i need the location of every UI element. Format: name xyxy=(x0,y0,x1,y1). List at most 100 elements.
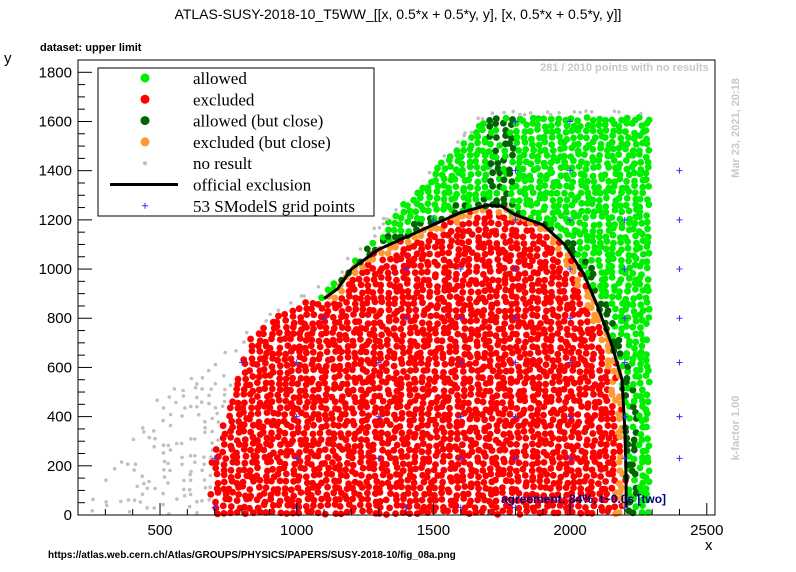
excluded-point xyxy=(446,242,454,250)
no_result-point xyxy=(145,506,149,510)
excluded-point xyxy=(459,472,467,480)
excluded-point xyxy=(542,392,549,400)
excluded-point xyxy=(314,488,322,496)
excluded-point xyxy=(468,366,476,374)
excluded-point xyxy=(467,326,475,333)
excluded-point xyxy=(310,471,318,479)
allowed_close-point xyxy=(508,134,515,142)
excluded-point xyxy=(465,245,473,253)
excluded-point xyxy=(301,320,308,328)
allowed-point xyxy=(570,122,578,130)
allowed-point xyxy=(493,189,501,197)
excluded-point xyxy=(377,281,385,289)
excluded-point xyxy=(434,394,442,401)
smodels-grid-point xyxy=(375,359,382,366)
no_result-point xyxy=(174,400,178,405)
excluded-point xyxy=(411,458,419,466)
excluded-point xyxy=(473,480,481,487)
excluded-point xyxy=(547,318,555,326)
excluded-point xyxy=(495,337,503,345)
excluded-point xyxy=(390,325,398,332)
allowed-point xyxy=(502,152,509,160)
excluded-point xyxy=(294,380,302,388)
allowed-point xyxy=(638,219,646,227)
excluded-point xyxy=(493,399,501,407)
scatter-points-layer xyxy=(90,109,653,518)
no_result-point xyxy=(206,368,211,373)
excluded-point xyxy=(315,411,322,418)
no_result-point xyxy=(220,404,225,409)
allowed-point xyxy=(625,251,633,259)
excluded-point xyxy=(420,455,427,463)
excluded-point xyxy=(318,495,325,503)
excluded-point xyxy=(321,510,329,518)
excluded-point xyxy=(589,325,596,333)
allowed-point xyxy=(574,117,581,125)
allowed-point xyxy=(631,345,638,352)
allowed-point xyxy=(630,135,638,143)
excluded-point xyxy=(284,501,292,509)
excluded-point xyxy=(398,288,406,295)
excluded-point xyxy=(349,484,356,492)
excluded-point xyxy=(461,250,469,258)
excluded-point xyxy=(336,461,343,469)
excluded-point xyxy=(482,406,490,414)
excluded-point xyxy=(527,404,535,412)
excluded-point xyxy=(362,348,370,356)
no_result-point xyxy=(340,270,345,274)
excluded-point xyxy=(537,483,544,491)
excluded-point xyxy=(434,411,442,419)
excluded-point xyxy=(438,314,446,321)
no_result-point xyxy=(202,462,206,467)
allowed-point xyxy=(547,165,554,173)
allowed-point xyxy=(637,431,645,438)
excluded-point xyxy=(335,477,343,485)
excluded-point xyxy=(455,226,462,234)
excluded-point xyxy=(413,502,421,510)
allowed-point xyxy=(609,293,616,301)
excluded-point xyxy=(555,478,563,486)
allowed-point xyxy=(643,264,651,272)
allowed-point xyxy=(596,152,603,159)
excluded-point xyxy=(439,445,447,453)
excluded-point xyxy=(375,485,383,492)
excluded-point xyxy=(540,492,548,500)
excluded-point xyxy=(329,447,337,455)
excluded-point xyxy=(547,430,555,437)
excluded-point xyxy=(281,436,288,444)
excluded-point xyxy=(496,417,504,425)
excluded-point xyxy=(481,318,489,326)
excluded-point xyxy=(372,404,380,412)
excluded-point xyxy=(261,372,269,379)
excluded-point xyxy=(283,361,291,369)
excluded-point xyxy=(343,380,351,388)
excluded-point xyxy=(454,484,462,492)
excluded-point xyxy=(480,363,488,371)
legend-label-excluded_close: excluded (but close) xyxy=(193,133,331,152)
allowed_close-point xyxy=(623,375,631,382)
excluded-point xyxy=(522,460,529,468)
allowed-point xyxy=(465,176,472,184)
allowed-point xyxy=(643,336,651,344)
excluded-point xyxy=(393,342,401,350)
allowed-point xyxy=(632,330,640,338)
excluded-point xyxy=(248,347,256,355)
allowed-point xyxy=(578,177,585,185)
excluded-point xyxy=(595,323,603,331)
allowed-point xyxy=(637,348,645,356)
excluded-point xyxy=(384,403,391,411)
no_result-point xyxy=(147,435,152,440)
allowed-point xyxy=(473,163,481,171)
no_result-point xyxy=(203,430,207,435)
allowed-point xyxy=(596,228,604,236)
excluded-point xyxy=(451,443,459,451)
excluded-point xyxy=(441,221,448,229)
excluded-point xyxy=(363,276,371,283)
excluded-point xyxy=(262,509,270,516)
allowed-point xyxy=(424,207,432,215)
excluded-point xyxy=(550,480,558,487)
excluded-point xyxy=(529,473,537,481)
excluded-point xyxy=(405,293,412,301)
allowed-point xyxy=(644,398,652,406)
excluded-point xyxy=(385,314,393,321)
